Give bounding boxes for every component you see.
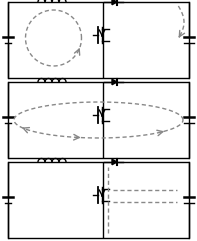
Polygon shape <box>112 79 117 85</box>
Polygon shape <box>112 0 117 5</box>
Polygon shape <box>112 159 117 165</box>
